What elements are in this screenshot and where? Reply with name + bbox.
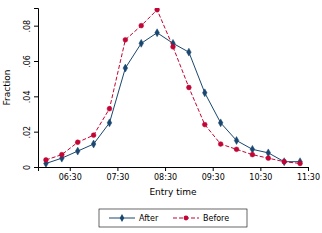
x-tick-label: 08:30 xyxy=(154,173,177,182)
x-axis: 06:30 07:30 08:30 09:30 10:30 11:30 xyxy=(39,167,321,182)
legend-label: After xyxy=(139,214,159,223)
series-marker xyxy=(107,106,112,111)
x-tick-mark xyxy=(260,167,261,171)
series-marker xyxy=(139,23,144,28)
legend-label: Before xyxy=(203,214,229,223)
series-marker xyxy=(91,133,96,138)
x-tick: 06:30 xyxy=(59,167,82,182)
y-tick-label: 0 xyxy=(23,165,32,170)
x-axis-line xyxy=(39,168,309,172)
x-tick-label: 07:30 xyxy=(106,173,129,182)
y-tick-label: .04 xyxy=(23,90,32,103)
series-marker xyxy=(75,147,80,155)
y-tick-label: .02 xyxy=(23,126,32,139)
series-marker xyxy=(282,159,287,164)
series-marker xyxy=(123,37,128,42)
x-tick-mark xyxy=(165,167,166,171)
series-marker xyxy=(250,152,255,157)
legend-marker xyxy=(184,216,189,221)
series-line xyxy=(46,33,300,164)
x-tick-label: 11:30 xyxy=(297,173,320,182)
x-tick: 07:30 xyxy=(106,167,129,182)
y-tick: .08 xyxy=(23,20,38,33)
plot-area xyxy=(44,8,303,167)
series-marker xyxy=(75,140,80,145)
series-marker xyxy=(234,137,239,145)
series-marker xyxy=(266,156,271,161)
x-tick-label: 09:30 xyxy=(202,173,225,182)
y-tick-mark xyxy=(34,61,38,62)
series-marker xyxy=(155,29,160,37)
x-tick: 08:30 xyxy=(154,167,177,182)
x-tick-mark xyxy=(308,167,309,171)
series-marker xyxy=(298,158,303,166)
series-marker xyxy=(139,39,144,47)
y-axis: 0 .02 .04 .06 .08 xyxy=(23,9,39,171)
x-tick-mark xyxy=(213,167,214,171)
series-marker xyxy=(187,48,192,56)
x-tick-label: 10:30 xyxy=(249,173,272,182)
y-tick: .04 xyxy=(23,90,38,103)
series-marker xyxy=(155,8,160,12)
series-marker xyxy=(171,44,176,49)
series-marker xyxy=(123,64,128,72)
legend: After Before xyxy=(99,209,247,227)
series-marker xyxy=(202,122,207,127)
y-axis-title: Fraction xyxy=(2,70,12,106)
x-tick: 09:30 xyxy=(202,167,225,182)
y-tick-mark xyxy=(34,26,38,27)
legend-box xyxy=(99,209,247,227)
series-marker xyxy=(298,161,303,166)
x-tick-mark xyxy=(117,167,118,171)
x-tick: 10:30 xyxy=(249,167,272,182)
y-tick-mark xyxy=(34,167,38,168)
y-tick-mark xyxy=(34,96,38,97)
legend-marker xyxy=(120,214,125,222)
series-marker xyxy=(91,140,96,148)
x-tick-mark xyxy=(70,167,71,171)
x-tick-label: 06:30 xyxy=(59,173,82,182)
series-line xyxy=(46,10,300,164)
series-marker xyxy=(234,147,239,152)
y-tick: .02 xyxy=(23,126,38,139)
series-marker xyxy=(44,158,49,163)
y-axis-line xyxy=(34,9,39,168)
series-marker xyxy=(218,119,223,127)
series-marker xyxy=(202,89,207,97)
y-tick: 0 xyxy=(23,165,38,170)
series-marker xyxy=(282,158,287,166)
y-tick-mark xyxy=(34,132,38,133)
y-tick: .06 xyxy=(23,55,38,68)
y-tick-label: .06 xyxy=(23,55,32,68)
chart: 06:30 07:30 08:30 09:30 10:30 11:30 0 .02 .04 .06… xyxy=(0,0,322,233)
series-marker xyxy=(59,152,64,157)
x-tick: 11:30 xyxy=(297,167,320,182)
series-marker xyxy=(218,142,223,147)
series-marker xyxy=(186,85,191,90)
y-tick-label: .08 xyxy=(23,20,32,33)
x-axis-title: Entry time xyxy=(149,187,197,197)
series-marker xyxy=(107,119,112,127)
